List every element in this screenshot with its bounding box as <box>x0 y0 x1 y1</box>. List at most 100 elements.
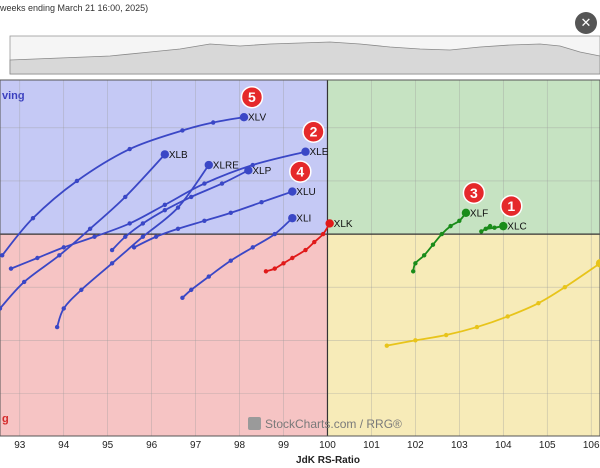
tail-point[interactable] <box>202 218 207 224</box>
tail-point[interactable] <box>61 245 66 250</box>
tail-point[interactable] <box>153 234 159 239</box>
tail-point[interactable] <box>303 247 308 253</box>
tail-point[interactable] <box>312 239 317 245</box>
tail-point[interactable] <box>443 332 449 338</box>
tail-point[interactable] <box>175 205 181 210</box>
tail-point[interactable] <box>487 223 493 229</box>
tail-point[interactable] <box>457 218 462 224</box>
symbol-label-xlf: XLF <box>470 208 488 219</box>
head-point-xli[interactable] <box>288 213 297 223</box>
x-tick-label: 97 <box>190 440 202 451</box>
rank-badge-xlc: 1 <box>500 194 523 218</box>
tail-point[interactable] <box>250 245 255 250</box>
tail-point[interactable] <box>0 306 3 311</box>
tail-point[interactable] <box>479 229 484 234</box>
tail-point[interactable] <box>421 253 427 258</box>
tail-point[interactable] <box>21 279 27 285</box>
tail-point[interactable] <box>483 226 488 231</box>
symbol-label-xlb: XLB <box>169 150 188 161</box>
tail-point[interactable] <box>413 261 418 266</box>
tail-point[interactable] <box>228 258 233 263</box>
tail-point[interactable] <box>413 338 418 343</box>
tail-point[interactable] <box>74 178 80 184</box>
close-button[interactable]: ✕ <box>575 12 597 34</box>
tail-point[interactable] <box>140 221 146 226</box>
tail-point[interactable] <box>0 253 5 258</box>
tail-point[interactable] <box>109 261 115 266</box>
tail-point[interactable] <box>162 202 168 208</box>
head-point-xlu[interactable] <box>288 187 297 196</box>
tail-point[interactable] <box>189 194 194 200</box>
head-point-xlb[interactable] <box>160 150 170 159</box>
tail-xlk[interactable] <box>263 219 334 274</box>
tail-xlp[interactable] <box>109 166 253 253</box>
tail-line-xly <box>386 262 600 347</box>
tail-point[interactable] <box>127 146 132 152</box>
tail-point[interactable] <box>162 207 168 213</box>
tail-point[interactable] <box>474 324 480 330</box>
tail-point[interactable] <box>123 194 128 200</box>
tail-xlf[interactable] <box>410 208 471 274</box>
tail-point[interactable] <box>492 225 497 230</box>
x-tick-label: 101 <box>363 440 380 451</box>
tail-point[interactable] <box>320 231 326 237</box>
tail-xlc[interactable] <box>479 221 508 234</box>
rank-badge-circle <box>462 181 486 205</box>
tail-point[interactable] <box>79 287 84 293</box>
tail-point[interactable] <box>202 181 207 186</box>
tail-point[interactable] <box>180 128 185 133</box>
tail-point[interactable] <box>206 274 211 279</box>
rank-badge-circle <box>500 194 523 218</box>
tail-point[interactable] <box>263 269 269 274</box>
tail-point[interactable] <box>290 255 295 261</box>
tail-point[interactable] <box>430 242 436 247</box>
tail-point[interactable] <box>228 210 233 216</box>
tail-xlre[interactable] <box>54 160 213 330</box>
head-point-xly[interactable] <box>595 259 600 268</box>
head-point-xlre[interactable] <box>204 160 213 170</box>
tail-point[interactable] <box>259 200 264 205</box>
head-point-xlp[interactable] <box>244 166 253 175</box>
tail-point[interactable] <box>61 306 66 311</box>
tail-point[interactable] <box>210 120 216 125</box>
tail-point[interactable] <box>439 231 444 237</box>
tail-point[interactable] <box>123 234 128 239</box>
tail-xle[interactable] <box>8 147 310 271</box>
head-point-xlf[interactable] <box>461 208 471 218</box>
tail-point[interactable] <box>272 231 277 237</box>
tail-xlv[interactable] <box>0 112 249 258</box>
tail-point[interactable] <box>54 324 60 330</box>
symbol-label-xlc: XLC <box>507 222 526 233</box>
tail-point[interactable] <box>140 234 146 239</box>
tail-point[interactable] <box>8 266 14 271</box>
tail-point[interactable] <box>448 223 453 229</box>
tail-point[interactable] <box>180 295 185 301</box>
tail-point[interactable] <box>57 253 62 258</box>
tail-point[interactable] <box>109 247 115 253</box>
tail-xli[interactable] <box>180 213 297 301</box>
head-point-xlc[interactable] <box>499 221 508 231</box>
tail-point[interactable] <box>189 287 194 293</box>
tail-point[interactable] <box>92 234 97 239</box>
tail-point[interactable] <box>505 314 510 319</box>
tail-point[interactable] <box>410 269 416 274</box>
tail-point[interactable] <box>272 266 277 271</box>
tail-xly[interactable] <box>384 259 600 348</box>
tail-point[interactable] <box>384 343 390 348</box>
tail-point[interactable] <box>219 181 225 186</box>
tail-point[interactable] <box>562 285 568 290</box>
tail-point[interactable] <box>87 226 93 231</box>
tail-point[interactable] <box>35 255 40 261</box>
head-point-xlv[interactable] <box>239 112 249 122</box>
tail-point[interactable] <box>250 162 255 168</box>
tail-point[interactable] <box>536 300 541 306</box>
head-point-xle[interactable] <box>301 147 310 156</box>
head-point-xlk[interactable] <box>325 219 334 228</box>
tail-xlu[interactable] <box>131 187 297 250</box>
tail-point[interactable] <box>281 261 286 266</box>
tail-point[interactable] <box>175 226 181 231</box>
tail-point[interactable] <box>131 245 137 250</box>
tail-xlb[interactable] <box>0 150 170 311</box>
tail-point[interactable] <box>30 215 36 221</box>
tail-point[interactable] <box>127 221 132 226</box>
